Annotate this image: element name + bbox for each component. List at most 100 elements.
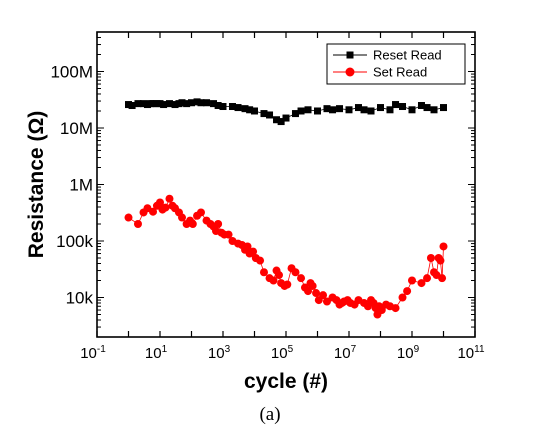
data-point (125, 101, 132, 109)
data-point (275, 271, 284, 280)
data-point (354, 104, 362, 112)
data-point (241, 105, 249, 113)
data-point (165, 100, 173, 108)
legend-label: Reset Read (373, 48, 442, 63)
data-point (377, 306, 386, 315)
data-point (440, 104, 447, 112)
data-point (367, 107, 375, 115)
data-point (266, 111, 274, 119)
data-point (196, 208, 205, 217)
data-point (183, 100, 191, 108)
series-0 (125, 98, 447, 126)
data-point (417, 279, 426, 288)
data-point (398, 293, 407, 302)
data-point (251, 107, 258, 115)
data-point (291, 110, 299, 118)
series-layer (124, 98, 448, 319)
data-point (149, 207, 158, 216)
data-point (214, 219, 223, 228)
data-point (423, 274, 432, 283)
data-point (210, 100, 218, 108)
legend-marker (346, 51, 354, 59)
series-line (128, 197, 444, 315)
data-point (133, 219, 142, 228)
data-point (128, 102, 136, 110)
data-point (219, 103, 227, 111)
data-point (243, 242, 252, 251)
data-point (140, 100, 148, 108)
legend-item: Reset Read (333, 48, 442, 63)
data-point (160, 101, 168, 109)
data-point (399, 103, 407, 111)
data-point (188, 219, 197, 228)
data-point (319, 291, 328, 300)
data-point (322, 297, 331, 306)
data-point (360, 106, 368, 114)
data-point (291, 268, 300, 277)
data-point (156, 100, 164, 108)
data-point (193, 98, 201, 106)
legend-marker (345, 67, 355, 77)
data-point (178, 99, 186, 107)
data-point (308, 281, 317, 290)
data-point (336, 105, 344, 113)
x-tick-label: 109 (397, 344, 420, 362)
x-axis-label: cycle (#) (244, 370, 328, 393)
data-point (256, 256, 265, 265)
y-tick-label: 1M (69, 176, 93, 195)
data-point (259, 268, 268, 277)
data-point (391, 304, 400, 313)
data-point (297, 274, 306, 283)
legend-label: Set Read (373, 65, 427, 80)
x-tick-label: 1011 (457, 344, 485, 362)
figure-caption: (a) (259, 404, 281, 425)
data-point (171, 101, 179, 109)
data-point (234, 104, 242, 112)
y-tick-label: 100M (50, 62, 93, 81)
legend: Reset Read Set Read (326, 43, 466, 85)
data-point (165, 194, 174, 203)
data-point (149, 100, 157, 108)
legend-box (326, 43, 466, 85)
data-point (124, 213, 133, 222)
data-point (439, 242, 448, 251)
data-point (430, 106, 438, 114)
x-tick-label: 107 (334, 344, 357, 362)
y-tick-label: 100k (56, 232, 93, 251)
y-tick-label: 10M (60, 119, 93, 138)
data-point (161, 203, 170, 212)
data-point (323, 105, 331, 113)
series-1 (124, 194, 448, 319)
data-point (283, 280, 292, 289)
data-point (197, 99, 205, 107)
data-point (224, 230, 233, 239)
data-point (214, 102, 222, 110)
data-point (392, 101, 400, 109)
data-point (249, 247, 258, 256)
data-point (304, 106, 312, 114)
data-point (345, 106, 353, 114)
data-point (260, 110, 268, 118)
data-point (269, 276, 278, 285)
data-point (246, 106, 254, 114)
data-point (386, 106, 394, 114)
data-point (203, 99, 211, 107)
data-point (273, 116, 281, 124)
data-point (228, 103, 236, 111)
x-tick-label: 103 (208, 344, 231, 362)
y-tick-label: 10k (66, 289, 94, 308)
axis-labels: cycle (#) Resistance (Ω) (25, 111, 328, 393)
x-tick-label: 101 (145, 344, 168, 362)
data-point (408, 106, 416, 114)
data-point (282, 114, 290, 122)
data-point (417, 102, 425, 110)
data-point (277, 118, 285, 126)
y-axis-label: Resistance (Ω) (25, 111, 48, 259)
data-point (377, 104, 384, 112)
data-point (188, 99, 195, 107)
data-point (314, 107, 321, 115)
data-point (297, 107, 305, 115)
data-point (329, 106, 337, 114)
data-point (423, 104, 431, 112)
